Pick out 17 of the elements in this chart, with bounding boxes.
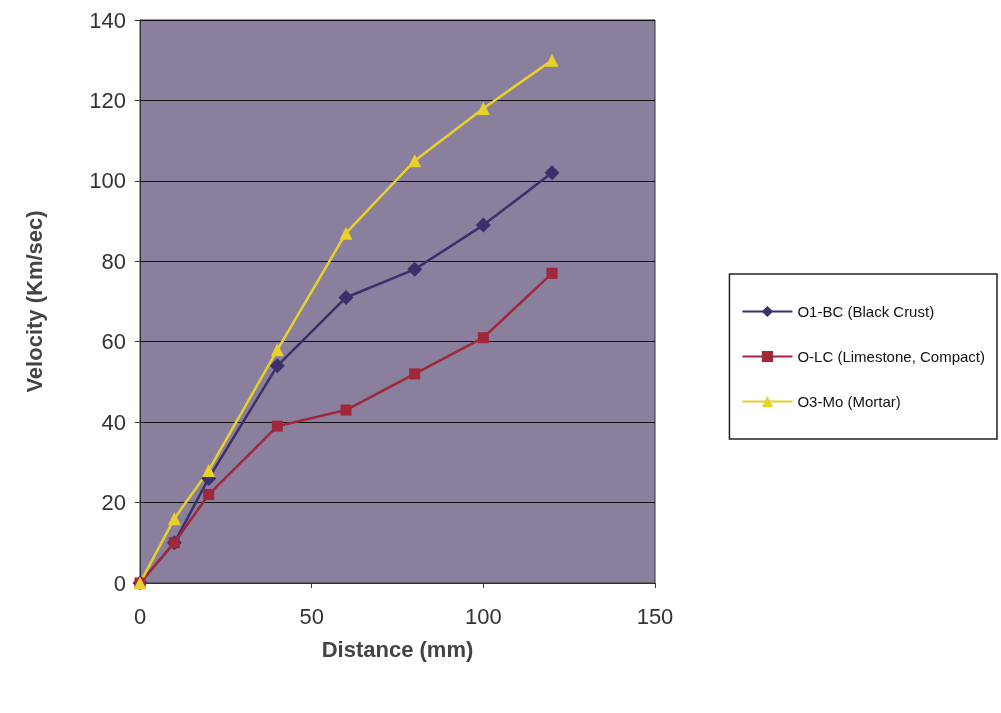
y-tick-label: 140 bbox=[89, 7, 126, 33]
legend-label: O-LC (Limestone, Compact) bbox=[797, 348, 985, 365]
y-tick-label: 20 bbox=[101, 490, 126, 516]
y-tick-label: 0 bbox=[113, 570, 126, 596]
y-tick-label: 120 bbox=[89, 87, 126, 113]
y-tick-label: 100 bbox=[89, 168, 126, 194]
x-tick-label: 0 bbox=[133, 603, 147, 629]
legend-label: O3-Mo (Mortar) bbox=[797, 393, 901, 410]
legend-label: O1-BC (Black Crust) bbox=[797, 303, 935, 320]
x-tick-label: 150 bbox=[636, 603, 674, 629]
x-tick-label: 50 bbox=[299, 603, 324, 629]
x-axis-title: Distance (mm) bbox=[321, 636, 474, 662]
y-axis-title: Velocity (Km/sec) bbox=[21, 210, 47, 393]
x-tick-label: 100 bbox=[464, 603, 502, 629]
y-tick-label: 80 bbox=[101, 248, 126, 274]
y-tick-label: 60 bbox=[101, 329, 126, 355]
y-tick-label: 40 bbox=[101, 409, 126, 435]
